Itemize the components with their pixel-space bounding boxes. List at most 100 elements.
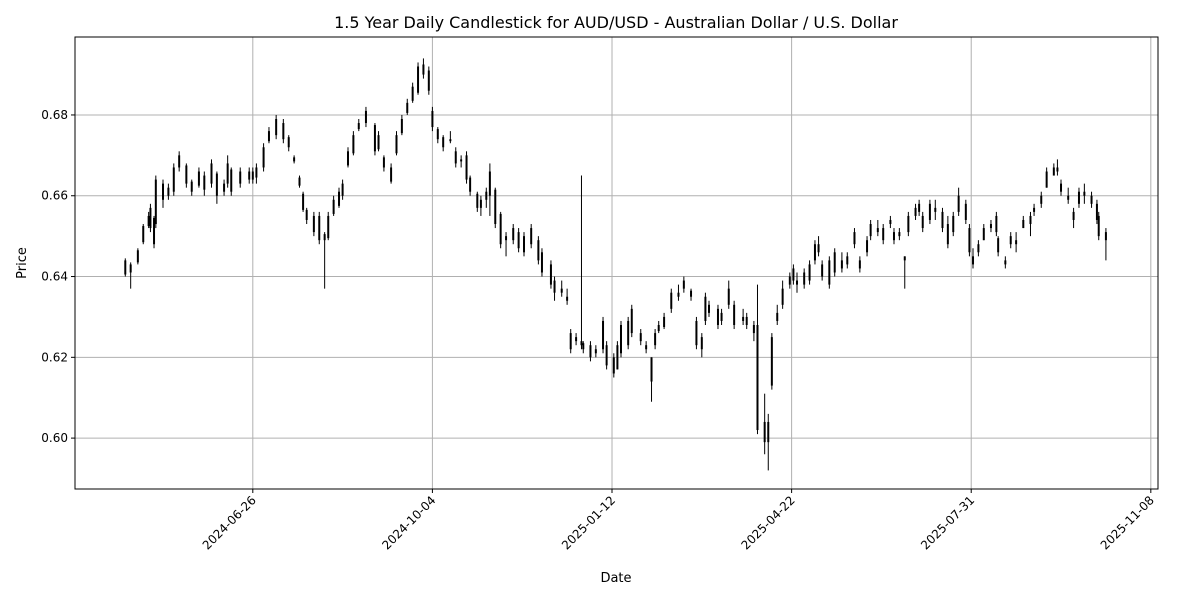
candle-body <box>1095 203 1098 220</box>
candle <box>318 211 321 245</box>
candle-body <box>149 207 152 229</box>
candle-body <box>853 232 856 245</box>
candle-body <box>1077 191 1080 204</box>
candle <box>869 219 872 241</box>
candle-body <box>682 280 685 289</box>
candle-body <box>952 215 955 233</box>
candle-body <box>449 139 452 142</box>
candle-body <box>210 163 213 184</box>
candle-body <box>390 167 393 182</box>
candle <box>560 280 563 297</box>
candle <box>251 167 254 184</box>
candle-body <box>869 224 872 237</box>
candle-body <box>488 171 491 196</box>
candle-body <box>465 155 468 180</box>
candle <box>918 199 921 216</box>
candle <box>941 207 944 233</box>
candle <box>436 127 439 144</box>
candle-body <box>338 191 341 206</box>
candle-body <box>540 252 543 273</box>
candle <box>605 341 608 370</box>
candle <box>977 240 980 257</box>
candle <box>663 312 666 330</box>
candle-body <box>752 325 755 334</box>
candle <box>357 118 360 132</box>
candle-body <box>499 213 502 245</box>
candle-body <box>582 343 585 350</box>
x-axis-label: Date <box>600 571 631 586</box>
candle-body <box>436 129 439 140</box>
candle <box>720 308 723 326</box>
candle-body <box>995 215 998 233</box>
candle-body <box>505 236 508 241</box>
candle <box>813 240 816 265</box>
candle <box>530 224 533 249</box>
candle-body <box>704 296 707 321</box>
y-tick-label: 0.62 <box>41 350 68 364</box>
candle-body <box>373 125 376 152</box>
candle <box>670 288 673 313</box>
candle-body <box>382 157 385 168</box>
candle <box>957 187 960 216</box>
candle-body <box>663 316 666 328</box>
candle-body <box>190 181 193 192</box>
candle-body <box>442 137 445 148</box>
candle <box>695 316 698 350</box>
candle <box>989 219 992 233</box>
candle-body <box>395 135 398 154</box>
candle <box>995 211 998 237</box>
candle-body <box>1090 195 1093 204</box>
candle-body <box>602 320 605 350</box>
candle <box>377 131 380 152</box>
candle <box>136 248 139 265</box>
candle-body <box>1067 195 1070 200</box>
candle <box>1004 256 1007 269</box>
candle <box>1040 191 1043 208</box>
candle-body <box>469 177 472 192</box>
candle-body <box>406 102 409 113</box>
candle <box>907 211 910 237</box>
candle-body <box>977 244 980 253</box>
candle-body <box>580 341 583 346</box>
candle <box>1097 211 1100 241</box>
candle-body <box>197 171 200 186</box>
candle <box>594 345 597 358</box>
candle-body <box>619 325 622 354</box>
candle-body <box>318 215 321 241</box>
candle <box>1056 159 1059 176</box>
candle-body <box>745 316 748 326</box>
candle <box>1060 179 1063 196</box>
candle <box>282 118 285 144</box>
candle <box>792 264 795 285</box>
candle-body <box>162 183 165 200</box>
candle-body <box>422 64 425 75</box>
candle-body <box>1033 207 1036 212</box>
candle-body <box>946 224 949 245</box>
candle-body <box>833 252 836 273</box>
candle <box>553 276 556 301</box>
candle <box>460 155 463 168</box>
candle-body <box>332 199 335 214</box>
candle-body <box>1029 215 1032 225</box>
candle-body <box>172 167 175 192</box>
candle-body <box>612 357 615 374</box>
candle <box>465 151 468 184</box>
candle <box>972 248 975 269</box>
candle-body <box>512 228 515 241</box>
candle <box>858 256 861 273</box>
candle-body <box>154 179 157 225</box>
candle <box>167 183 170 200</box>
candle <box>267 127 270 144</box>
candle <box>892 228 895 245</box>
candle <box>293 155 296 164</box>
candle <box>833 248 836 277</box>
candle <box>549 260 552 289</box>
candle <box>1033 203 1036 216</box>
candle <box>178 151 181 172</box>
candle <box>485 187 488 208</box>
candle <box>682 276 685 293</box>
candle <box>934 199 937 220</box>
candle-body <box>921 215 924 229</box>
candle-body <box>817 244 820 253</box>
